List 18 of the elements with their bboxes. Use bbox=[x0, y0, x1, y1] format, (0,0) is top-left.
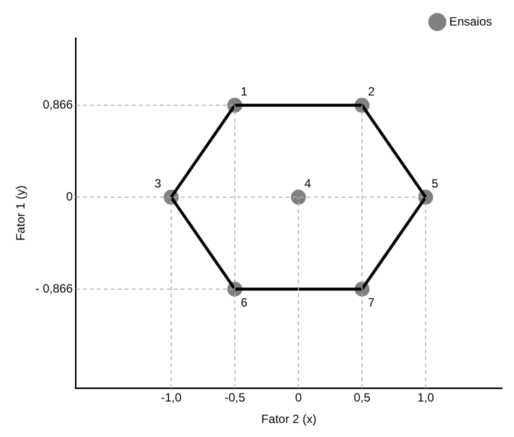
annotation: 4 bbox=[304, 176, 312, 190]
annotation: 7 bbox=[368, 295, 376, 310]
y-axis-title: Fator 1 (y) bbox=[14, 185, 28, 241]
x-tick-label: 0 bbox=[295, 390, 302, 405]
x-axis-title: Fator 2 (x) bbox=[261, 412, 317, 426]
y-tick-label: - 0,866 bbox=[35, 281, 74, 296]
x-tick-label: 0,5 bbox=[354, 390, 371, 405]
y-tick-label: 0 bbox=[66, 189, 74, 204]
annotation: 6 bbox=[240, 295, 248, 310]
annotation: 2 bbox=[368, 84, 376, 99]
legend-label: Ensaios bbox=[449, 14, 492, 28]
y-tick-label: 0,866 bbox=[42, 98, 74, 112]
x-tick-label: -1,0 bbox=[160, 390, 182, 405]
annotation: 3 bbox=[154, 176, 162, 190]
annotation: 1 bbox=[240, 84, 248, 99]
annotation: 5 bbox=[432, 176, 439, 190]
x-tick-label: 1,0 bbox=[417, 390, 434, 405]
x-tick-label: -0,5 bbox=[224, 390, 246, 405]
